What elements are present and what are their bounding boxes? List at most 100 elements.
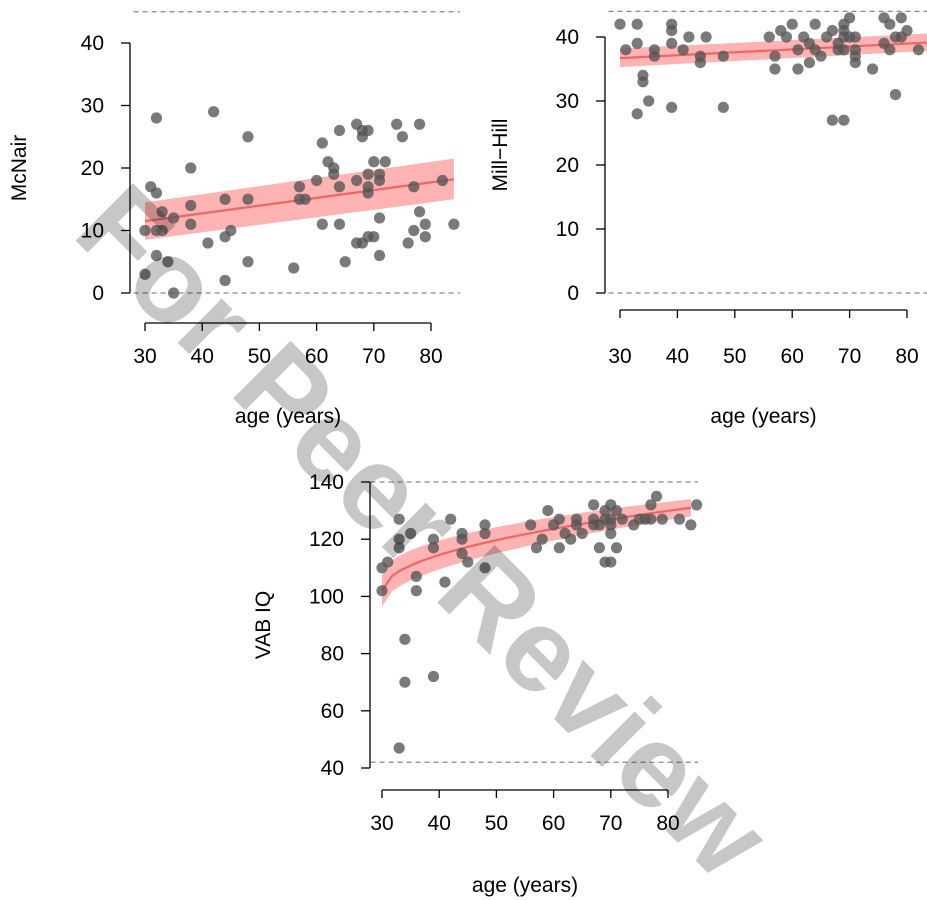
x-tick-label: 30 [608,345,631,368]
data-point [408,181,420,193]
data-point [162,256,174,268]
data-point [168,212,180,224]
x-tick-label: 80 [895,345,918,368]
y-axis-title: McNair [8,135,31,202]
data-point [685,519,697,531]
data-point [413,206,426,218]
y-tick-label: 0 [92,282,104,305]
data-point [677,44,689,56]
data-point [525,519,537,531]
data-point [553,513,565,525]
data-point [815,50,827,62]
data-point [150,112,163,124]
data-point [620,44,632,56]
data-point [408,224,420,237]
data-point [439,576,451,588]
data-point [849,31,861,43]
data-point [376,585,388,597]
data-point [694,57,706,69]
data-point [553,542,565,554]
data-point [462,556,474,568]
data-point [427,542,440,554]
data-point [610,505,623,517]
data-point [393,533,405,545]
data-point [565,533,577,545]
data-point [202,237,214,249]
data-point [479,527,491,540]
data-point [717,50,729,62]
data-point [427,533,440,545]
data-point [445,513,457,525]
data-point [379,156,391,168]
y-tick-label: 30 [556,90,579,113]
data-point [631,108,643,120]
data-point [479,562,491,574]
data-point [427,670,440,683]
data-point [780,31,793,43]
data-point [637,76,649,88]
data-point [700,31,712,43]
data-point [316,218,328,230]
data-point [456,547,468,560]
data-point [288,262,300,274]
data-point [645,499,657,511]
x-tick-label: 80 [656,812,679,835]
data-point [769,63,781,75]
data-point [809,18,821,30]
data-point [156,206,168,218]
data-point [616,513,628,525]
data-point [650,490,663,502]
data-point [666,37,678,50]
data-point [895,12,907,24]
y-tick-label: 140 [309,471,344,494]
data-point [536,533,548,545]
y-tick-label: 10 [556,218,579,241]
data-point [792,44,804,56]
data-point [333,181,346,193]
data-point [373,174,386,187]
y-tick-label: 80 [321,643,344,666]
data-point [396,131,408,143]
data-point [393,513,405,525]
x-axis-title: age (years) [472,874,578,897]
data-point [717,101,729,113]
data-point [351,174,363,187]
data-point [769,50,781,62]
data-point [792,63,804,75]
data-point [399,676,411,688]
data-point [838,44,850,56]
data-point [683,31,695,43]
watermark: For Peer Review [52,160,795,900]
data-point [368,156,380,168]
y-tick-label: 100 [309,585,344,608]
data-point [242,193,254,205]
data-point [826,114,838,126]
x-tick-label: 60 [305,345,328,368]
y-axis-title: VAB IQ [252,591,275,659]
x-tick-label: 60 [781,345,804,368]
data-point [410,570,422,582]
data-point [763,31,775,43]
x-tick-label: 50 [485,812,508,835]
data-point [168,287,180,299]
data-point [373,249,386,262]
data-point [436,174,449,187]
data-point [884,44,896,56]
x-tick-label: 30 [370,812,393,835]
data-point [208,106,220,118]
y-tick-label: 20 [81,157,104,180]
y-tick-label: 40 [81,32,104,55]
data-point [656,513,668,525]
data-point [889,89,902,101]
data-point [576,527,588,540]
x-axis-title: age (years) [235,405,341,428]
data-point [393,542,405,554]
data-point [605,519,617,531]
data-point [666,101,678,113]
data-point [242,131,254,143]
data-point [530,542,543,554]
data-point [901,25,913,37]
y-tick-label: 40 [321,757,344,780]
data-point [402,237,414,249]
